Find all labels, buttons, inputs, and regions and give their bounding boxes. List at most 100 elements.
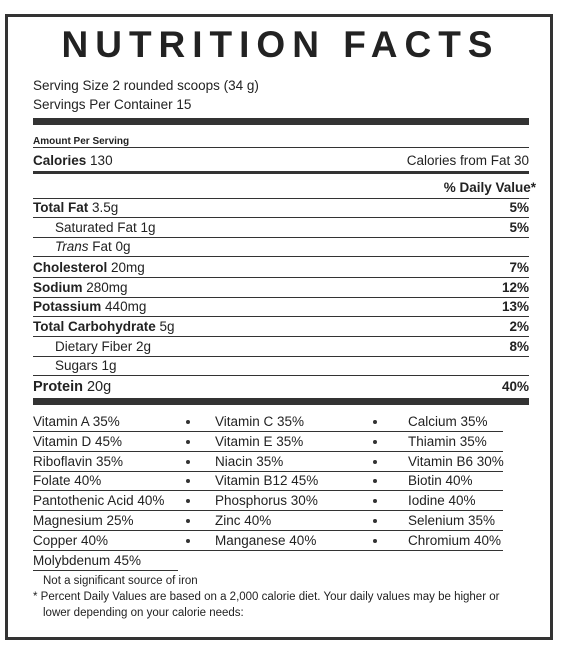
vitamin: Manganese 40% (215, 532, 317, 548)
bullet (186, 479, 190, 484)
nutrient-row: Total Carbohydrate 5g (33, 318, 175, 336)
rule (33, 237, 529, 238)
calories-from-fat: Calories from Fat 30 (406, 153, 529, 168)
vitamin: Vitamin C 35% (215, 414, 305, 429)
nutrient-row: Sugars 1g (55, 357, 117, 375)
vitamin: Selenium 35% (408, 513, 496, 528)
vitamin: Vitamin B12 45% (215, 473, 319, 489)
vitamin: Folate 40% (33, 473, 102, 489)
daily-value: 8% (509, 339, 529, 354)
vitamin: Vitamin B6 30% (408, 453, 504, 469)
bullet (186, 459, 190, 464)
rule (33, 431, 503, 432)
bullet (373, 479, 377, 484)
bullet (186, 439, 190, 444)
bullet (373, 439, 377, 444)
title: NUTRITION FACTS (61, 24, 500, 65)
bullet (186, 420, 190, 424)
vitamin: Biotin 40% (408, 473, 473, 489)
bullet (186, 519, 190, 523)
thick-rule (33, 398, 529, 405)
daily-value: 13% (501, 299, 529, 314)
nutrient-amount: 440mg (105, 299, 147, 314)
rule (33, 490, 503, 492)
calories-amount: 130 (90, 153, 113, 168)
nutrient-label: Trans (55, 239, 89, 254)
label-border (5, 14, 553, 640)
nutrient-amount: 3.5g (92, 200, 119, 215)
calories: Calories 130 (33, 152, 113, 170)
rule (33, 336, 529, 337)
vitamin: Zinc 40% (215, 513, 272, 528)
nutrient-label: Total Carbohydrate (33, 319, 156, 334)
rule (33, 217, 529, 218)
nutrient-label: Total Fat (33, 200, 89, 215)
nutrient-label: Sodium (33, 280, 83, 295)
nutrient-label: Dietary Fiber 2g (55, 339, 152, 354)
bullet (373, 420, 377, 424)
bullet (186, 538, 190, 543)
calories-label: Calories (33, 153, 87, 168)
rule (33, 147, 529, 148)
vitamin: Vitamin D 45% (33, 433, 123, 449)
nutrient-row: Sodium 280mg (33, 279, 128, 297)
serving-size: Serving Size 2 rounded scoops (34 g) (33, 78, 259, 93)
daily-value: 40% (501, 379, 529, 394)
nutrient-row: Dietary Fiber 2g (55, 338, 151, 356)
rule (33, 356, 529, 357)
vitamin: Thiamin 35% (408, 433, 487, 449)
rule (33, 375, 529, 376)
vitamin: Niacin 35% (215, 453, 284, 469)
rule (33, 530, 503, 531)
amount-per-serving: Amount Per Serving (33, 136, 130, 147)
vitamin: Molybdenum 45% (33, 552, 142, 568)
nutrient-amount: 20g (86, 379, 112, 395)
medium-rule (33, 171, 529, 174)
rule (33, 510, 503, 512)
nutrient-label: Sugars 1g (55, 358, 117, 373)
nutrient-label: Protein (33, 379, 83, 395)
nutrient-row: Total Fat 3.5g (33, 199, 118, 217)
vitamin: Pantothenic Acid 40% (33, 493, 165, 509)
rule (33, 277, 529, 278)
nutrient-row: Protein 20g (33, 378, 111, 396)
vitamin: Calcium 35% (408, 414, 488, 429)
rule (33, 450, 503, 452)
nutrient-amount: 20mg (111, 260, 145, 275)
daily-value: 7% (509, 260, 529, 275)
vitamin: Vitamin E 35% (215, 433, 304, 449)
nutrient-label: Saturated Fat 1g (55, 220, 156, 235)
bullet (373, 538, 377, 543)
footnote: lower depending on your calorie needs: (43, 607, 244, 619)
nutrient-label: Cholesterol (33, 260, 108, 275)
vitamin: Chromium 40% (408, 532, 502, 548)
nutrient-row: Trans Fat 0g (55, 238, 131, 256)
daily-value-header: % Daily Value* (443, 180, 536, 195)
nutrient-row: Saturated Fat 1g (55, 219, 156, 237)
bullet (186, 499, 190, 504)
bullet (373, 519, 377, 523)
vitamin: Iodine 40% (408, 493, 476, 509)
vitamin: Magnesium 25% (33, 513, 134, 528)
vitamin: Vitamin A 35% (33, 414, 120, 429)
nutrient-amount: Fat 0g (92, 239, 131, 254)
rule (33, 549, 503, 551)
daily-value: 12% (501, 280, 529, 295)
nutrient-row: Cholesterol 20mg (33, 259, 145, 277)
rule (33, 470, 503, 472)
vitamin: Copper 40% (33, 532, 109, 548)
footnote: Not a significant source of iron (43, 575, 198, 587)
bullet (373, 459, 377, 464)
daily-value: 5% (509, 220, 529, 235)
footnote: * Percent Daily Values are based on a 2,… (33, 591, 500, 603)
daily-value: 5% (509, 200, 529, 215)
vitamin: Phosphorus 30% (215, 493, 318, 509)
nutrient-row: Potassium 440mg (33, 298, 146, 316)
vitamin: Riboflavin 35% (33, 453, 124, 469)
rule (33, 569, 178, 571)
rule (33, 297, 529, 298)
thick-rule (33, 118, 529, 125)
daily-value: 2% (509, 319, 529, 334)
rule (33, 316, 529, 317)
